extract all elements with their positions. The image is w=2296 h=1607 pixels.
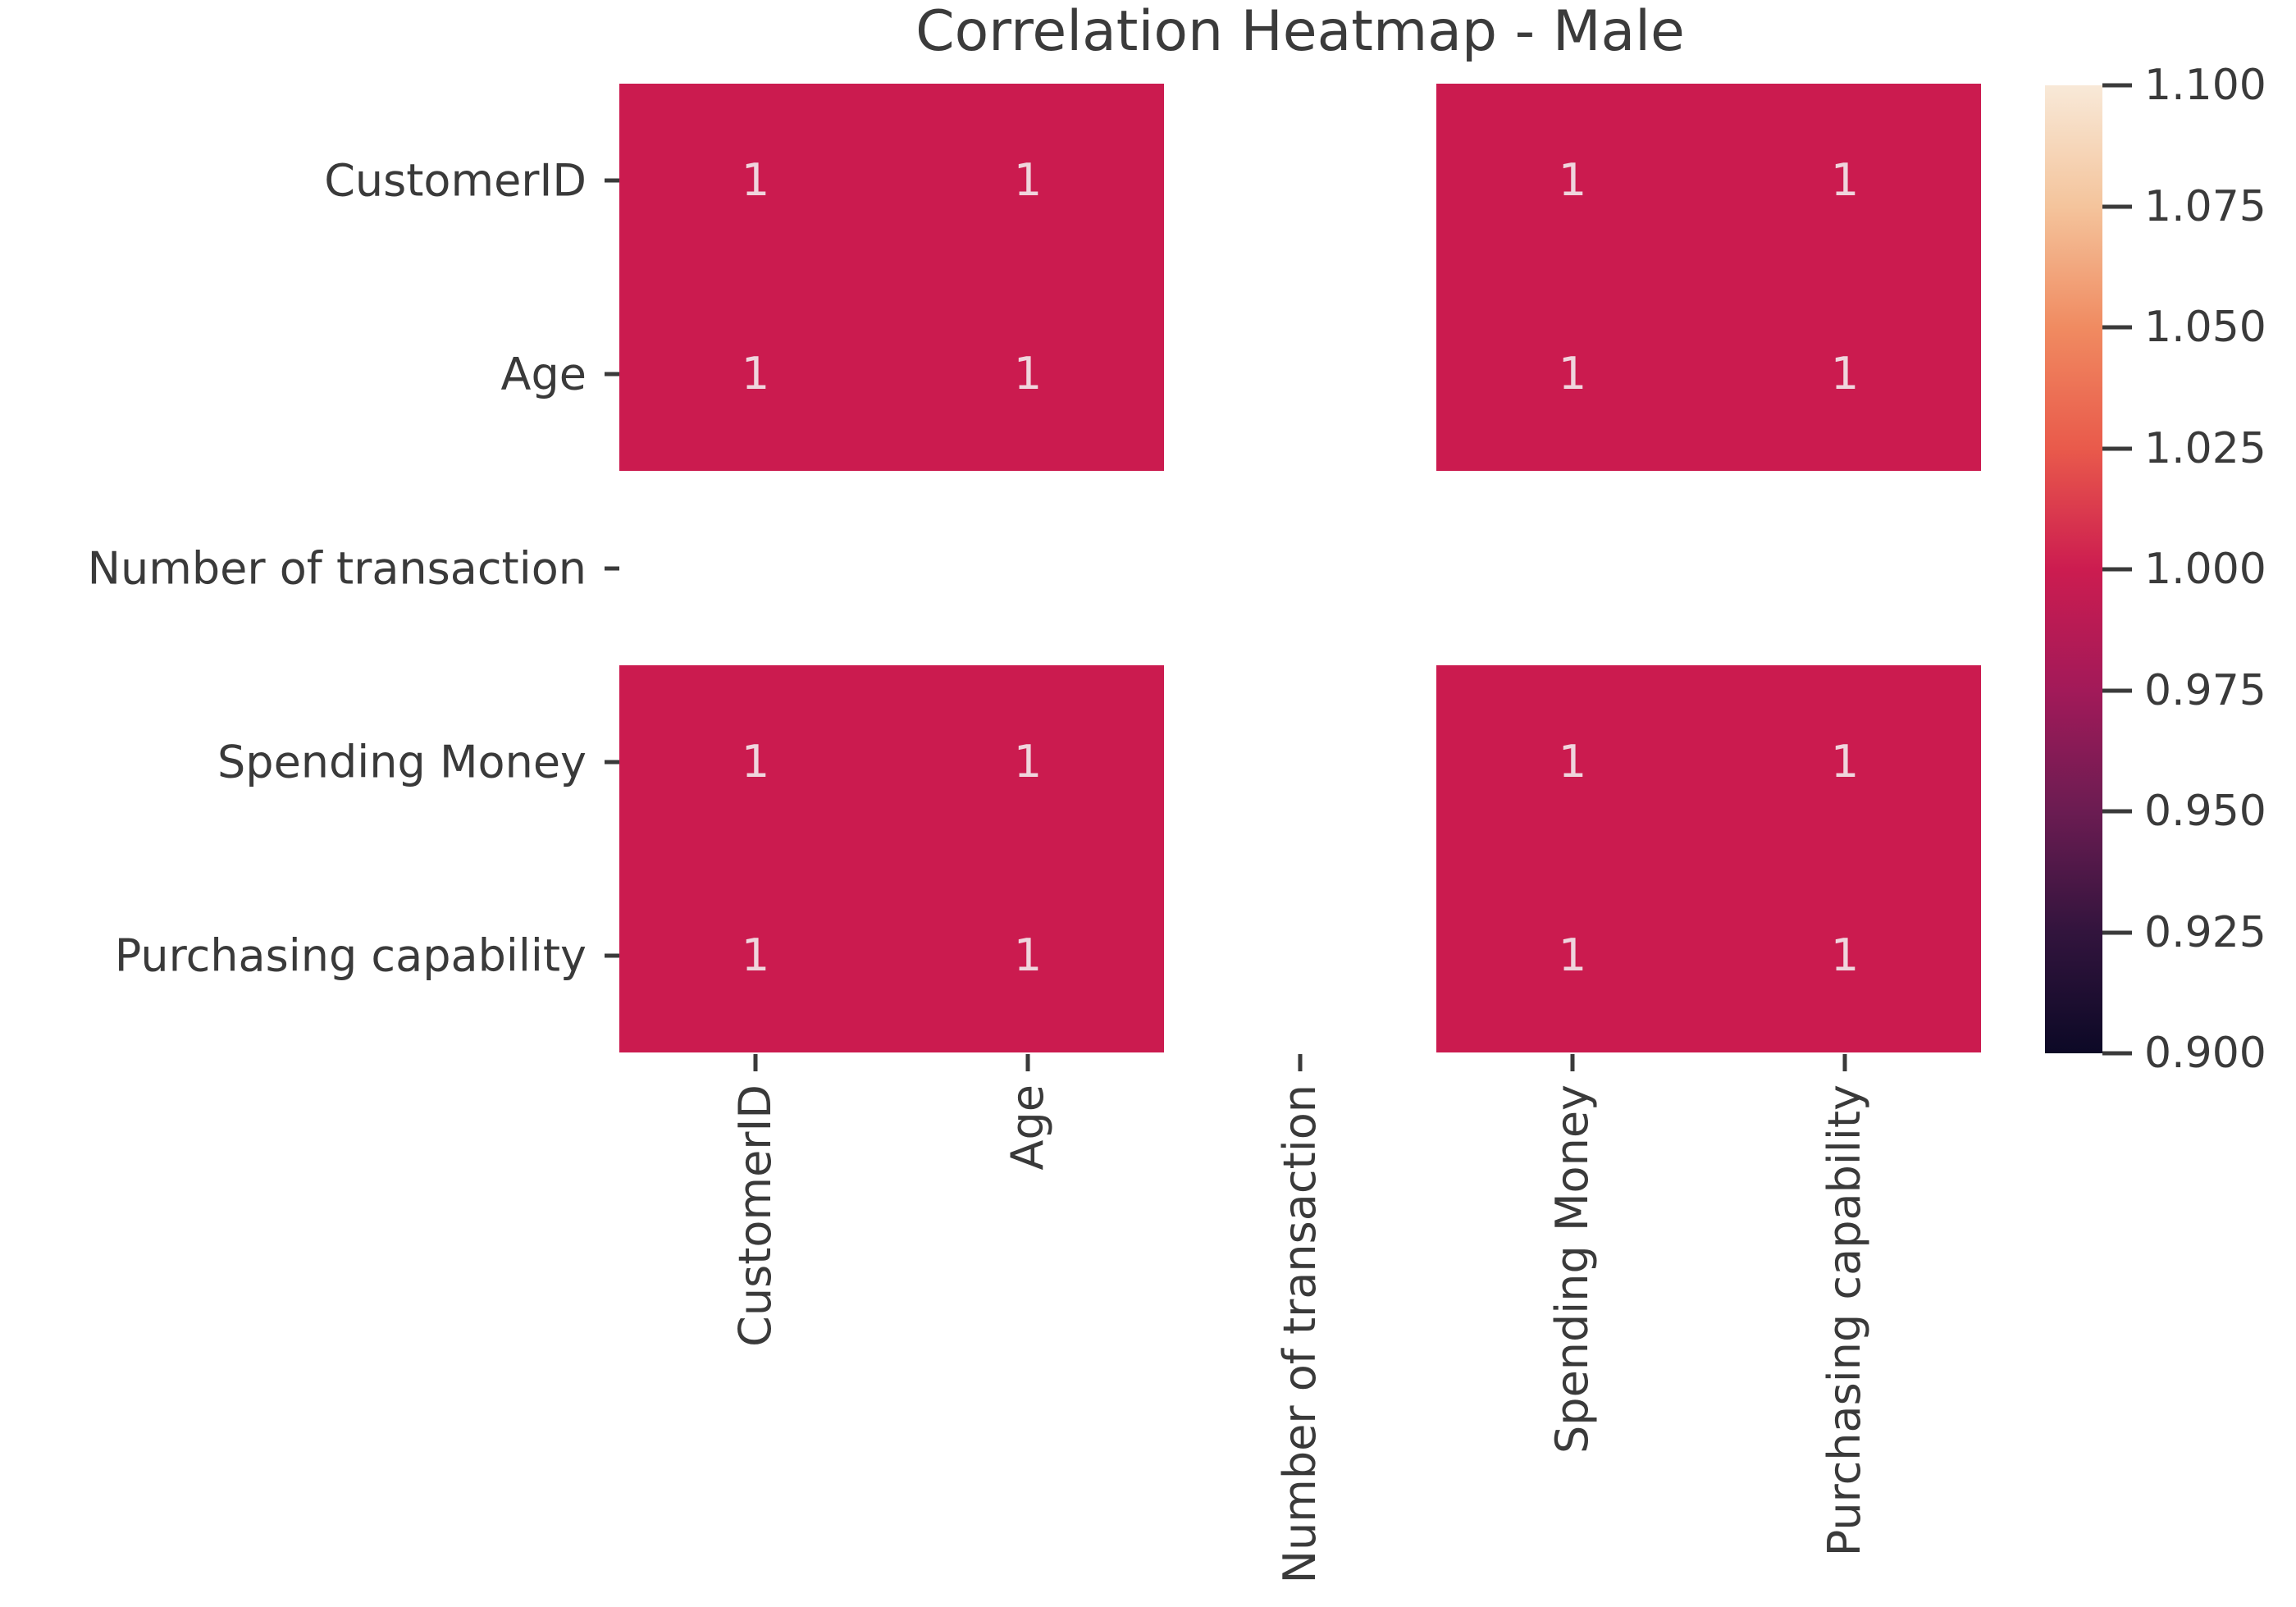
- y-axis-label: Age: [500, 348, 587, 400]
- cell-value: 1: [1830, 154, 1860, 207]
- chart-title: Correlation Heatmap - Male: [915, 0, 1685, 64]
- heatmap-cell: 1: [1709, 858, 1981, 1052]
- heatmap-cell: [619, 471, 892, 665]
- colorbar-tick: [2102, 446, 2132, 450]
- heatmap-cell: [1709, 471, 1981, 665]
- x-axis-label: Age: [1002, 1084, 1053, 1171]
- heatmap-cell: 1: [1436, 277, 1709, 472]
- heatmap-cell: 1: [892, 664, 1164, 859]
- y-axis-tick: [605, 566, 621, 570]
- heatmap-cell: [1436, 471, 1709, 665]
- y-axis-labels: CustomerID Age Number of transaction Spendi…: [0, 84, 587, 1052]
- colorbar-tick-labels: 1.100 1.075 1.050 1.025 1.000 0.975 0.950 0.925…: [2144, 61, 2295, 1078]
- y-axis-label: Purchasing capability: [114, 929, 587, 982]
- colorbar-tick-label: 0.925: [2144, 907, 2266, 957]
- heatmap-cell: 1: [892, 84, 1164, 278]
- colorbar-tick-label: 1.100: [2144, 61, 2266, 110]
- x-axis-label-text: Number of transaction: [1274, 1084, 1326, 1584]
- x-axis-label-text: Spending Money: [1546, 1084, 1598, 1454]
- cell-value: 1: [741, 348, 770, 400]
- x-axis-label: Number of transaction: [1274, 1084, 1326, 1584]
- x-axis-tick: [1298, 1054, 1303, 1071]
- cell-value: 1: [1830, 735, 1860, 788]
- cell-value: 1: [1558, 929, 1587, 981]
- x-axis-label: Purchasing capability: [1819, 1084, 1870, 1557]
- colorbar-tick: [2102, 567, 2132, 572]
- x-axis-tick: [1570, 1054, 1575, 1071]
- colorbar: [2045, 85, 2102, 1053]
- cell-value: 1: [1558, 735, 1587, 788]
- colorbar-tick: [2102, 83, 2132, 88]
- x-axis-tick: [1025, 1054, 1030, 1071]
- heatmap-cell: 1: [1436, 858, 1709, 1052]
- cell-value: 1: [1830, 348, 1860, 400]
- heatmap-cell: 1: [1436, 84, 1709, 278]
- colorbar-tick: [2102, 930, 2132, 934]
- x-axis-labels: CustomerID Age Number of transaction Spendi…: [619, 1084, 1981, 1607]
- heatmap-cell: 1: [619, 277, 892, 472]
- heatmap-cell: [1164, 664, 1436, 859]
- cell-value: 1: [1013, 929, 1043, 981]
- x-axis-tick-marks: [619, 1054, 1981, 1071]
- heatmap-cell: 1: [619, 664, 892, 859]
- x-axis-label-text: CustomerID: [729, 1084, 781, 1347]
- cell-value: 1: [1558, 348, 1587, 400]
- cell-value: 1: [741, 154, 770, 207]
- heatmap-cell: 1: [892, 277, 1164, 472]
- x-axis-label: CustomerID: [729, 1084, 781, 1347]
- y-axis-tick: [605, 760, 621, 765]
- cell-value: 1: [741, 735, 770, 788]
- heatmap-cell: 1: [619, 858, 892, 1052]
- x-axis-label-text: Purchasing capability: [1819, 1084, 1870, 1557]
- y-axis-tick: [605, 178, 621, 183]
- colorbar-tick-label: 0.975: [2144, 665, 2266, 715]
- y-axis-label: Number of transaction: [87, 542, 587, 594]
- x-axis-tick: [1842, 1054, 1847, 1071]
- colorbar-tick: [2102, 204, 2132, 208]
- x-axis-label-text: Age: [1002, 1084, 1053, 1171]
- cell-value: 1: [741, 929, 770, 981]
- colorbar-tick: [2102, 325, 2132, 330]
- heatmap-cell: 1: [1709, 84, 1981, 278]
- colorbar-tick-marks: [2102, 83, 2132, 1056]
- colorbar-tick: [2102, 1051, 2132, 1056]
- cell-value: 1: [1013, 348, 1043, 400]
- heatmap-cell: 1: [1709, 664, 1981, 859]
- heatmap-cell: [1164, 858, 1436, 1052]
- colorbar-tick-label: 1.000: [2144, 545, 2266, 594]
- heatmap-cell: 1: [1709, 277, 1981, 472]
- x-axis-tick: [753, 1054, 758, 1071]
- colorbar-tick-label: 0.900: [2144, 1029, 2266, 1078]
- cell-value: 1: [1013, 735, 1043, 788]
- heatmap-grid: 1 1 1 1 1 1 1 1 1 1 1 1 1 1 1 1: [619, 84, 1981, 1052]
- colorbar-tick-label: 0.950: [2144, 787, 2266, 836]
- heatmap-cell: [892, 471, 1164, 665]
- y-axis-tick-marks: [605, 84, 621, 1052]
- cell-value: 1: [1558, 154, 1587, 207]
- colorbar-tick: [2102, 688, 2132, 692]
- y-axis-tick: [605, 953, 621, 958]
- heatmap-cell: [1164, 471, 1436, 665]
- y-axis-label: Spending Money: [217, 736, 587, 788]
- y-axis-label: CustomerID: [324, 154, 587, 207]
- colorbar-tick: [2102, 809, 2132, 814]
- colorbar-tick-label: 1.075: [2144, 181, 2266, 231]
- heatmap-cell: 1: [619, 84, 892, 278]
- cell-value: 1: [1830, 929, 1860, 981]
- colorbar-tick-label: 1.025: [2144, 423, 2266, 473]
- heatmap-cell: [1164, 277, 1436, 472]
- heatmap-cell: [1164, 84, 1436, 278]
- y-axis-tick: [605, 372, 621, 377]
- colorbar-tick-label: 1.050: [2144, 303, 2266, 352]
- heatmap-cell: 1: [892, 858, 1164, 1052]
- cell-value: 1: [1013, 154, 1043, 207]
- heatmap-cell: 1: [1436, 664, 1709, 859]
- x-axis-label: Spending Money: [1546, 1084, 1598, 1454]
